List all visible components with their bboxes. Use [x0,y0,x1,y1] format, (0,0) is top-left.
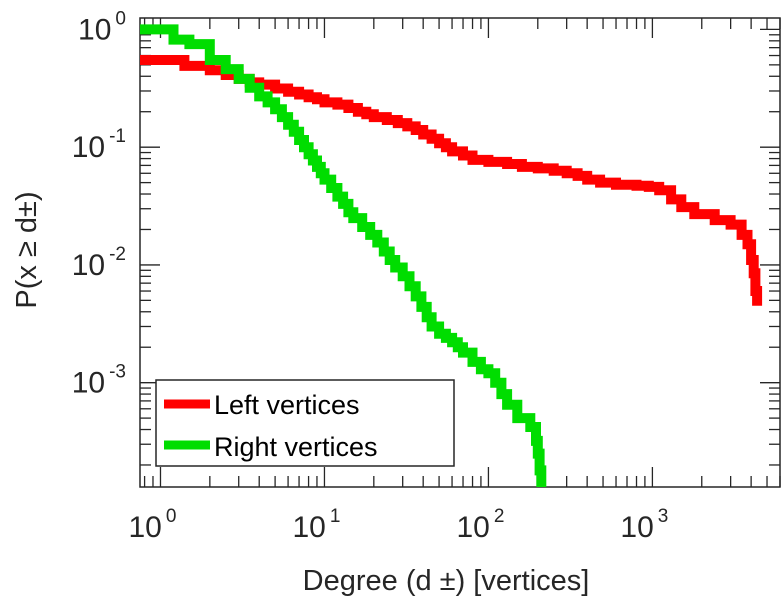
legend-label-left-vertices: Left vertices [214,390,360,420]
series-line-right-vertices [140,24,547,487]
y-tick-label: 10 -2 [72,244,126,282]
x-tick-label: 10 2 [456,506,504,544]
plot-frame [139,17,781,488]
legend-box [155,379,455,467]
y-tick-label: 10 -1 [72,126,126,164]
series-layer [140,24,763,487]
x-tick-label: 10 3 [620,506,668,544]
x-axis-label: Degree (d ±) [vertices] [303,565,590,597]
x-tick-label: 10 0 [129,506,177,544]
y-tick-label: 10 0 [78,8,126,46]
x-tick-labels: 10 0 10 1 10 2 10 3 [129,506,669,544]
series-line-left-vertices [140,55,763,306]
legend-label-right-vertices: Right vertices [214,432,378,462]
y-axis-label: P(x ≥ d±) [11,191,43,308]
legend: Left vertices Right vertices [155,379,455,467]
y-tick-label: 10 -3 [72,362,126,400]
x-tick-label: 10 1 [292,506,340,544]
